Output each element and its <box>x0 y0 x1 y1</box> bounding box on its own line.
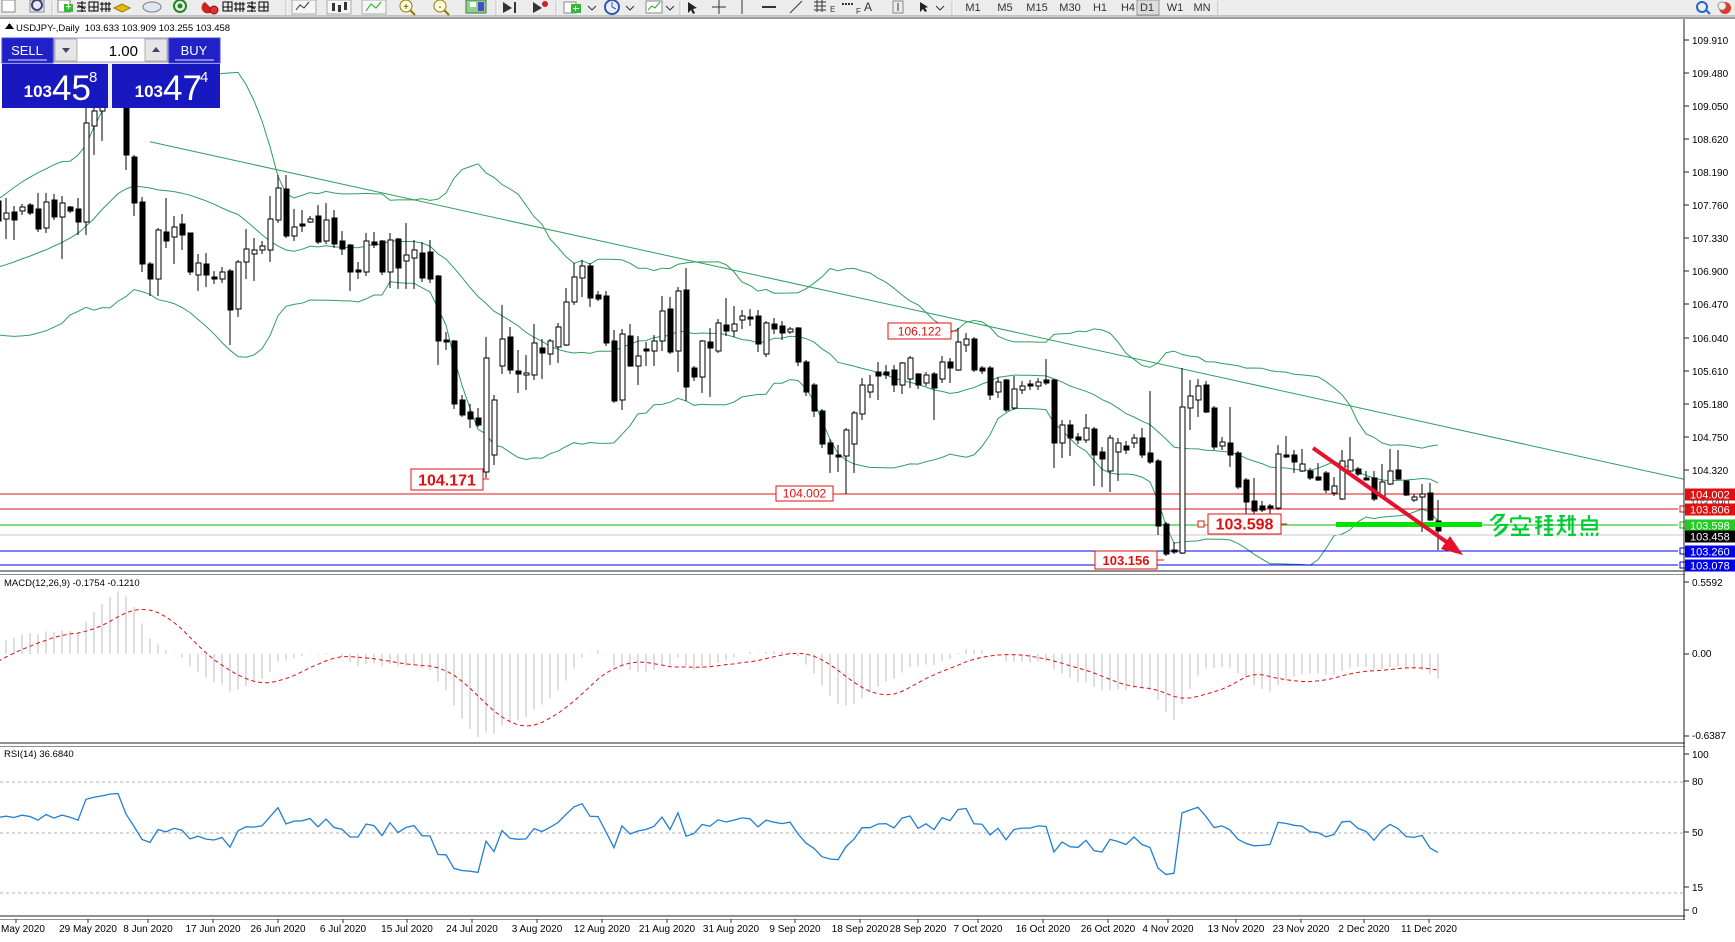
svg-text:6 Jul 2020: 6 Jul 2020 <box>320 924 367 935</box>
svg-text:104.171: 104.171 <box>418 472 476 489</box>
svg-text:2 Dec 2020: 2 Dec 2020 <box>1338 924 1390 935</box>
svg-text:103: 103 <box>135 82 163 101</box>
svg-text:13 Nov 2020: 13 Nov 2020 <box>1208 924 1265 935</box>
svg-text:80: 80 <box>1692 777 1704 788</box>
svg-text:USDJPY-,Daily 103.633 103.909: USDJPY-,Daily 103.633 103.909 103.255 10… <box>16 23 230 34</box>
svg-text:F: F <box>856 7 861 16</box>
svg-text:7 Oct 2020: 7 Oct 2020 <box>954 924 1003 935</box>
svg-text:17 Jun 2020: 17 Jun 2020 <box>185 924 240 935</box>
svg-text:M30: M30 <box>1059 2 1080 14</box>
svg-text:104.002: 104.002 <box>1690 490 1730 502</box>
svg-text:107.330: 107.330 <box>1692 234 1729 245</box>
svg-text:106.040: 106.040 <box>1692 334 1729 345</box>
svg-text:+: + <box>403 2 409 13</box>
svg-text:BUY: BUY <box>181 43 208 58</box>
svg-text:3 Aug 2020: 3 Aug 2020 <box>512 924 563 935</box>
svg-text:D1: D1 <box>1140 2 1154 14</box>
svg-text:103.598: 103.598 <box>1216 517 1274 534</box>
svg-text:A: A <box>864 0 872 14</box>
svg-text:103.598: 103.598 <box>1690 521 1730 533</box>
svg-text:8: 8 <box>89 69 97 86</box>
svg-text:15 Jul 2020: 15 Jul 2020 <box>381 924 433 935</box>
svg-text:8 Jun 2020: 8 Jun 2020 <box>123 924 173 935</box>
svg-text:109.050: 109.050 <box>1692 102 1729 113</box>
svg-text:0.5592: 0.5592 <box>1692 578 1723 589</box>
svg-text:4 Nov 2020: 4 Nov 2020 <box>1142 924 1194 935</box>
svg-text:105.180: 105.180 <box>1692 400 1729 411</box>
svg-text:20 May 2020: 20 May 2020 <box>0 924 45 935</box>
svg-text:M1: M1 <box>965 2 980 14</box>
svg-text:26 Oct 2020: 26 Oct 2020 <box>1081 924 1136 935</box>
svg-text:24 Jul 2020: 24 Jul 2020 <box>446 924 498 935</box>
svg-text:106.122: 106.122 <box>898 324 942 338</box>
svg-text:RSI(14) 36.6840: RSI(14) 36.6840 <box>4 749 74 760</box>
svg-text:1.00: 1.00 <box>109 43 138 60</box>
svg-text:103.458: 103.458 <box>1690 532 1730 544</box>
svg-text:MN: MN <box>1193 2 1210 14</box>
svg-text:50: 50 <box>1692 828 1704 839</box>
svg-text:108.620: 108.620 <box>1692 135 1729 146</box>
svg-text:104.750: 104.750 <box>1692 433 1729 444</box>
svg-text:0: 0 <box>1692 906 1698 917</box>
svg-text:45: 45 <box>52 69 91 108</box>
svg-text:18 Sep 2020: 18 Sep 2020 <box>832 924 889 935</box>
svg-text:4: 4 <box>200 69 208 86</box>
svg-text:105.610: 105.610 <box>1692 367 1729 378</box>
svg-text:103.260: 103.260 <box>1690 547 1730 559</box>
svg-text:15: 15 <box>1692 883 1704 894</box>
svg-text:E: E <box>830 5 835 14</box>
svg-text:W1: W1 <box>1167 2 1184 14</box>
svg-text:21 Aug 2020: 21 Aug 2020 <box>639 924 696 935</box>
svg-text:47: 47 <box>163 69 202 108</box>
svg-text:11 Dec 2020: 11 Dec 2020 <box>1401 924 1457 935</box>
svg-text:M5: M5 <box>997 2 1012 14</box>
svg-text:H4: H4 <box>1121 2 1135 14</box>
svg-text:-: - <box>438 2 441 13</box>
svg-text:104.320: 104.320 <box>1692 466 1729 477</box>
svg-text:109.910: 109.910 <box>1692 36 1729 47</box>
svg-text:H1: H1 <box>1093 2 1107 14</box>
svg-text:-0.6387: -0.6387 <box>1692 731 1726 742</box>
svg-text:12 Aug 2020: 12 Aug 2020 <box>574 924 631 935</box>
svg-text:109.480: 109.480 <box>1692 69 1729 80</box>
svg-text:107.760: 107.760 <box>1692 201 1729 212</box>
svg-text:28 Sep 2020: 28 Sep 2020 <box>890 924 947 935</box>
svg-text:106.470: 106.470 <box>1692 300 1729 311</box>
svg-text:31 Aug 2020: 31 Aug 2020 <box>703 924 760 935</box>
svg-text:104.002: 104.002 <box>783 487 827 501</box>
svg-text:26 Jun 2020: 26 Jun 2020 <box>250 924 305 935</box>
svg-text:16 Oct 2020: 16 Oct 2020 <box>1016 924 1071 935</box>
svg-text:23 Nov 2020: 23 Nov 2020 <box>1273 924 1330 935</box>
svg-text:SELL: SELL <box>11 43 43 58</box>
svg-text:103.078: 103.078 <box>1690 561 1730 573</box>
svg-text:103.806: 103.806 <box>1690 505 1730 517</box>
svg-text:100: 100 <box>1692 750 1709 761</box>
svg-text:0.00: 0.00 <box>1692 649 1712 660</box>
svg-text:106.900: 106.900 <box>1692 267 1729 278</box>
svg-text:108.190: 108.190 <box>1692 168 1729 179</box>
svg-text:9 Sep 2020: 9 Sep 2020 <box>769 924 821 935</box>
svg-text:103: 103 <box>24 82 52 101</box>
svg-text:103.156: 103.156 <box>1103 553 1150 568</box>
svg-text:29 May 2020: 29 May 2020 <box>59 924 117 935</box>
svg-text:MACD(12,26,9) -0.1754 -0.1210: MACD(12,26,9) -0.1754 -0.1210 <box>4 578 140 589</box>
svg-text:M15: M15 <box>1026 2 1047 14</box>
